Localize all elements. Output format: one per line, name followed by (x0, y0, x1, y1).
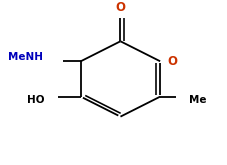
Text: MeNH: MeNH (8, 52, 43, 62)
Text: O: O (116, 1, 126, 14)
Text: O: O (168, 55, 178, 68)
Text: HO: HO (27, 96, 44, 105)
Text: Me: Me (189, 96, 206, 105)
